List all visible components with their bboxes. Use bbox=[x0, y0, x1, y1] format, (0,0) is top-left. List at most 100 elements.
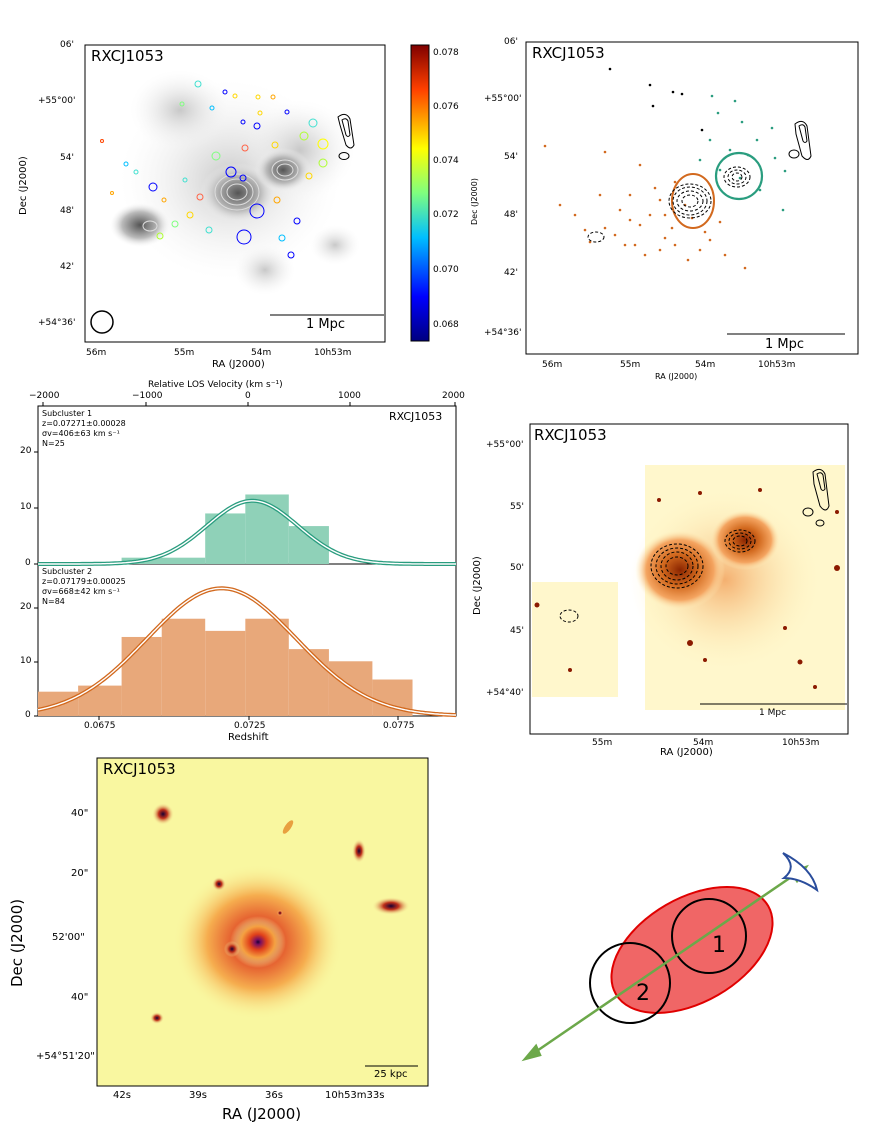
panel-a-ra-tick: 10h53m bbox=[314, 348, 352, 358]
panel-b-ra-tick: 10h53m bbox=[758, 360, 796, 370]
panel-d-svg bbox=[529, 423, 849, 735]
hist1-ytick: 10 bbox=[20, 502, 32, 512]
panel-a-dec-tick: 48' bbox=[60, 206, 74, 216]
hist1-bar bbox=[121, 557, 206, 564]
panel-b-sub1-circle bbox=[714, 151, 764, 201]
panel-c-cluster: RXCJ1053 bbox=[389, 410, 443, 423]
panel-a-radio-contours bbox=[337, 113, 355, 160]
panel-c-top-axis-label: Relative LOS Velocity (km s⁻¹) bbox=[148, 380, 283, 390]
sub1-name: Subcluster 1 bbox=[42, 409, 93, 418]
panel-a-xlabel: RA (J2000) bbox=[212, 359, 265, 370]
panel-b-dec-tick: 42' bbox=[504, 268, 518, 278]
panel-d-dec-tick: 55' bbox=[510, 502, 524, 512]
panel-d-xray-contours bbox=[559, 529, 756, 623]
panel-b-xray-contours bbox=[587, 166, 751, 243]
panel-a-ra-tick: 55m bbox=[174, 348, 195, 358]
hist1-gaussian-inner bbox=[38, 500, 456, 565]
colorbar-tick: 0.070 bbox=[433, 265, 459, 275]
subcluster-2-label: 2 bbox=[636, 981, 650, 1006]
hist2-ytick: 0 bbox=[25, 710, 31, 720]
hist2-bar bbox=[205, 630, 246, 716]
panel-e-dec-tick: 40" bbox=[71, 808, 89, 819]
panel-b-dec-tick: +55°00' bbox=[484, 94, 522, 104]
panel-a-dec-tick: 42' bbox=[60, 262, 74, 272]
panel-e-ylabel: Dec (J2000) bbox=[8, 898, 26, 987]
redshift-tick: 0.0675 bbox=[84, 721, 116, 731]
top-axis-tick: −1000 bbox=[132, 391, 163, 401]
panel-b-svg bbox=[525, 41, 859, 355]
panel-e-svg bbox=[96, 757, 429, 1087]
sub2-n: N=84 bbox=[42, 597, 65, 606]
colorbar-tick: 0.072 bbox=[433, 210, 459, 220]
hist2-bar bbox=[121, 636, 162, 716]
top-axis-tick: −2000 bbox=[29, 391, 60, 401]
panel-d-ylabel: Dec (J2000) bbox=[472, 556, 483, 615]
panel-e-bcg-core bbox=[230, 916, 286, 968]
sub1-z: z=0.07271±0.00028 bbox=[42, 419, 126, 428]
hist1-bars bbox=[121, 494, 329, 564]
panel-e-ra-tick: 39s bbox=[189, 1090, 207, 1101]
panel-b-ra-tick: 56m bbox=[542, 360, 563, 370]
panel-d-scalebar-label: 1 Mpc bbox=[759, 708, 787, 718]
sub2-name: Subcluster 2 bbox=[42, 567, 93, 576]
panel-a-galaxy-map: RXCJ1053 1 Mpc 06' +55°00' 54' 48' 42' +… bbox=[0, 0, 460, 380]
sub2-z: z=0.07179±0.00025 bbox=[42, 577, 126, 586]
panel-a-dec-tick: +54°36' bbox=[38, 318, 76, 328]
panel-a-colorbar bbox=[410, 44, 430, 342]
panel-b-dec-tick: 48' bbox=[504, 210, 518, 220]
panel-b-ra-tick: 54m bbox=[695, 360, 716, 370]
panel-a-ra-tick: 54m bbox=[251, 348, 272, 358]
panel-a-dec-tick: 06' bbox=[60, 40, 74, 50]
panel-e-title: RXCJ1053 bbox=[103, 760, 176, 778]
panel-b-scalebar-label: 1 Mpc bbox=[765, 337, 805, 352]
panel-d-dec-tick: +55°00' bbox=[486, 440, 524, 450]
panel-b-sub2-dots bbox=[543, 144, 747, 270]
panel-e-dec-tick: 52'00" bbox=[52, 932, 85, 943]
hist1-gaussian bbox=[38, 498, 456, 566]
panel-d-dec-tick: +54°40' bbox=[486, 688, 524, 698]
panel-e-dec-tick: 40" bbox=[71, 992, 89, 1003]
panel-e-ra-tick: 42s bbox=[113, 1090, 131, 1101]
panel-a-title: RXCJ1053 bbox=[91, 47, 164, 65]
panel-e-dec-tick: +54°51'20" bbox=[36, 1051, 95, 1062]
panel-b-ra-tick: 55m bbox=[620, 360, 641, 370]
panel-d-sub1-emission bbox=[710, 510, 780, 570]
panel-d-dec-tick: 45' bbox=[510, 626, 524, 636]
panel-b-radio-contours bbox=[788, 120, 812, 160]
panel-b-ylabel: Dec (J2000) bbox=[470, 178, 479, 225]
panel-a-beam bbox=[90, 310, 114, 334]
panel-d-field-offset bbox=[532, 582, 618, 697]
top-axis-tick: 2000 bbox=[442, 391, 465, 401]
hist2-bars bbox=[38, 618, 413, 716]
hist2-ytick: 20 bbox=[20, 602, 32, 612]
top-axis-tick: 1000 bbox=[338, 391, 361, 401]
panel-d-dec-tick: 50' bbox=[510, 563, 524, 573]
panel-d-sub2-emission bbox=[635, 530, 725, 610]
panel-b-dec-tick: +54°36' bbox=[484, 328, 522, 338]
hist2-ytick: 10 bbox=[20, 656, 32, 666]
panel-e-ra-tick: 36s bbox=[265, 1090, 283, 1101]
panel-f-merger-schematic: 1 2 bbox=[440, 750, 884, 1142]
panel-a-dec-tick: 54' bbox=[60, 153, 74, 163]
hist2-gaussian-inner bbox=[37, 587, 457, 716]
subcluster-1-circle bbox=[671, 898, 747, 974]
hist2-bar bbox=[288, 649, 329, 716]
hist2-gaussian bbox=[37, 586, 457, 718]
panel-c-ticks bbox=[34, 402, 456, 720]
panel-d-ra-tick: 10h53m bbox=[782, 738, 820, 748]
panel-b-dec-tick: 54' bbox=[504, 152, 518, 162]
panel-b-title: RXCJ1053 bbox=[532, 44, 605, 62]
colorbar-tick: 0.078 bbox=[433, 48, 459, 58]
sub1-sigma: σv=406±63 km s⁻¹ bbox=[42, 429, 120, 438]
panel-d-xlabel: RA (J2000) bbox=[660, 747, 713, 758]
panel-a-scalebar-label: 1 Mpc bbox=[306, 317, 346, 332]
colorbar-tick: 0.068 bbox=[433, 320, 459, 330]
panel-a-xray-contours bbox=[142, 159, 299, 232]
colorbar-tick: 0.074 bbox=[433, 156, 459, 166]
redshift-tick: 0.0775 bbox=[383, 721, 415, 731]
panel-a-ylabel: Dec (J2000) bbox=[18, 156, 29, 215]
panel-e-ra-tick: 10h53m33s bbox=[325, 1090, 385, 1101]
shock-crescent bbox=[781, 852, 819, 893]
panel-a-galaxy-circles bbox=[100, 80, 329, 259]
panel-d-ra-tick: 54m bbox=[693, 738, 714, 748]
